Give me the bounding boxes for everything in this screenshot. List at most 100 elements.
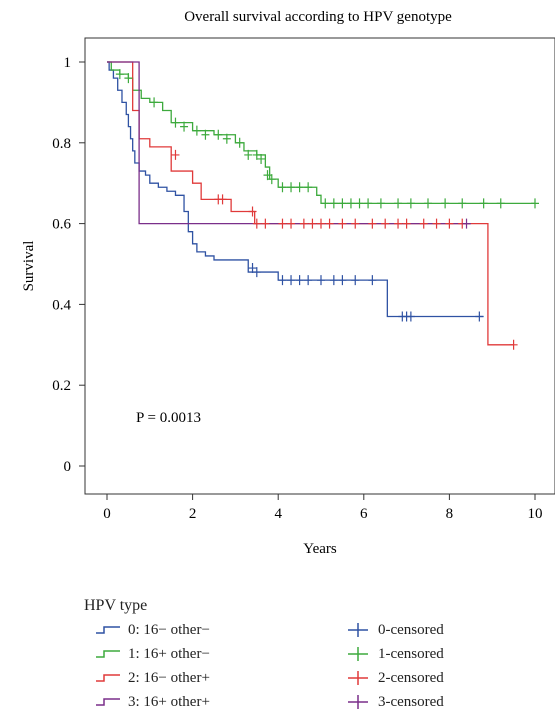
censor-mark-1 — [406, 198, 415, 209]
censor-mark-0 — [304, 275, 313, 286]
censor-mark-1 — [441, 198, 450, 209]
censor-mark-1 — [338, 198, 347, 209]
censor-mark-3 — [462, 218, 471, 229]
y-tick-label: 0.4 — [52, 297, 71, 313]
censor-mark-1 — [479, 198, 488, 209]
censor-mark-1 — [355, 198, 364, 209]
axis-ticks: 0 2 4 6 8 10 0 0.2 0.4 0.6 0.8 1 — [52, 55, 542, 522]
plot-frame — [84, 37, 555, 495]
censor-mark-1 — [364, 198, 373, 209]
censor-mark-1 — [222, 133, 231, 144]
censor-mark-2 — [261, 218, 270, 229]
censor-marks — [115, 69, 539, 350]
censor-mark-1 — [235, 137, 244, 148]
censor-mark-0 — [368, 275, 377, 286]
censor-mark-2 — [368, 218, 377, 229]
y-tick-label: 0.6 — [52, 217, 71, 233]
series-line-0 — [107, 61, 484, 318]
censor-mark-1 — [376, 198, 385, 209]
legend-item-2: 2: 16− other+ — [88, 666, 210, 690]
censor-mark-2 — [248, 206, 257, 217]
censor-mark-1 — [424, 198, 432, 209]
legend-lines: 0: 16− other− 1: 16+ other− 2: 16− other… — [88, 618, 210, 714]
x-tick-label: 0 — [103, 506, 111, 522]
legend-censor: 0-censored 1-censored 2-censored 3-censo… — [338, 618, 444, 714]
censor-mark-1 — [287, 182, 296, 193]
censor-mark-2 — [278, 218, 287, 229]
step-line-icon — [96, 698, 120, 706]
x-tick-label: 10 — [528, 506, 543, 522]
censor-mark-2 — [218, 194, 227, 205]
x-tick-label: 8 — [446, 506, 454, 522]
censor-mark-1 — [257, 153, 266, 164]
censor-mark-0 — [475, 311, 484, 322]
censor-mark-1 — [171, 117, 180, 128]
censor-mark-0 — [406, 311, 415, 322]
p-value-annotation: P = 0.0013 — [136, 410, 201, 426]
censor-mark-2 — [402, 218, 411, 229]
censor-mark-2 — [252, 218, 261, 229]
censor-mark-2 — [317, 218, 325, 229]
censor-mark-0 — [329, 275, 338, 286]
legend-item-3: 3: 16+ other+ — [88, 690, 210, 714]
plus-icon — [348, 623, 368, 637]
censor-mark-1 — [214, 129, 223, 140]
censor-mark-2 — [394, 218, 403, 229]
legend-title: HPV type — [84, 597, 148, 614]
step-line-icon — [96, 626, 120, 634]
censor-mark-2 — [351, 218, 360, 229]
censor-mark-1 — [329, 198, 338, 209]
censor-mark-1 — [180, 121, 189, 132]
legend-item-1: 1: 16+ other− — [88, 642, 210, 666]
censor-mark-0 — [317, 275, 325, 286]
chart-title: Overall survival according to HPV genoty… — [184, 9, 452, 25]
plus-icon — [348, 671, 368, 685]
step-line-icon — [96, 674, 120, 682]
censor-mark-2 — [338, 218, 347, 229]
censor-mark-1 — [346, 198, 355, 209]
y-tick-label: 0.8 — [52, 136, 71, 152]
censor-mark-1 — [201, 129, 210, 140]
series-line-2 — [107, 61, 514, 346]
censor-mark-2 — [509, 339, 518, 350]
legend-item-0: 0: 16− other− — [88, 618, 210, 642]
legend-censor-2: 2-censored — [338, 666, 444, 690]
censor-mark-2 — [432, 218, 441, 229]
censor-mark-1 — [394, 198, 403, 209]
series-line-1 — [107, 61, 535, 205]
censor-mark-1 — [244, 149, 253, 160]
y-tick-label: 0 — [64, 459, 72, 475]
censor-mark-1 — [252, 149, 261, 160]
censor-mark-2 — [419, 218, 428, 229]
y-tick-label: 0.2 — [52, 378, 71, 394]
censor-mark-1 — [115, 69, 124, 80]
censor-mark-0 — [248, 263, 257, 274]
plus-icon — [348, 647, 368, 661]
censor-mark-2 — [287, 218, 296, 229]
y-axis-label: Survival — [21, 241, 37, 292]
censor-mark-2 — [171, 149, 180, 160]
censor-mark-2 — [308, 218, 317, 229]
censor-mark-0 — [351, 275, 360, 286]
censor-mark-2 — [299, 218, 308, 229]
censor-mark-2 — [325, 218, 334, 229]
step-line-icon — [96, 650, 120, 658]
censor-mark-0 — [338, 275, 347, 286]
censor-mark-1 — [124, 73, 133, 84]
censor-mark-1 — [192, 125, 201, 136]
censor-mark-1 — [531, 198, 539, 209]
legend-censor-0: 0-censored — [338, 618, 444, 642]
censor-mark-1 — [321, 198, 330, 209]
x-tick-label: 4 — [274, 506, 282, 522]
censor-mark-0 — [287, 275, 296, 286]
censor-mark-1 — [496, 198, 505, 209]
censor-mark-1 — [263, 170, 272, 181]
censor-mark-0 — [252, 267, 261, 278]
censor-mark-1 — [295, 182, 304, 193]
censor-mark-2 — [445, 218, 454, 229]
legend-censor-1: 1-censored — [338, 642, 444, 666]
censor-mark-0 — [278, 275, 287, 286]
censor-mark-1 — [278, 182, 287, 193]
x-tick-label: 6 — [360, 506, 368, 522]
